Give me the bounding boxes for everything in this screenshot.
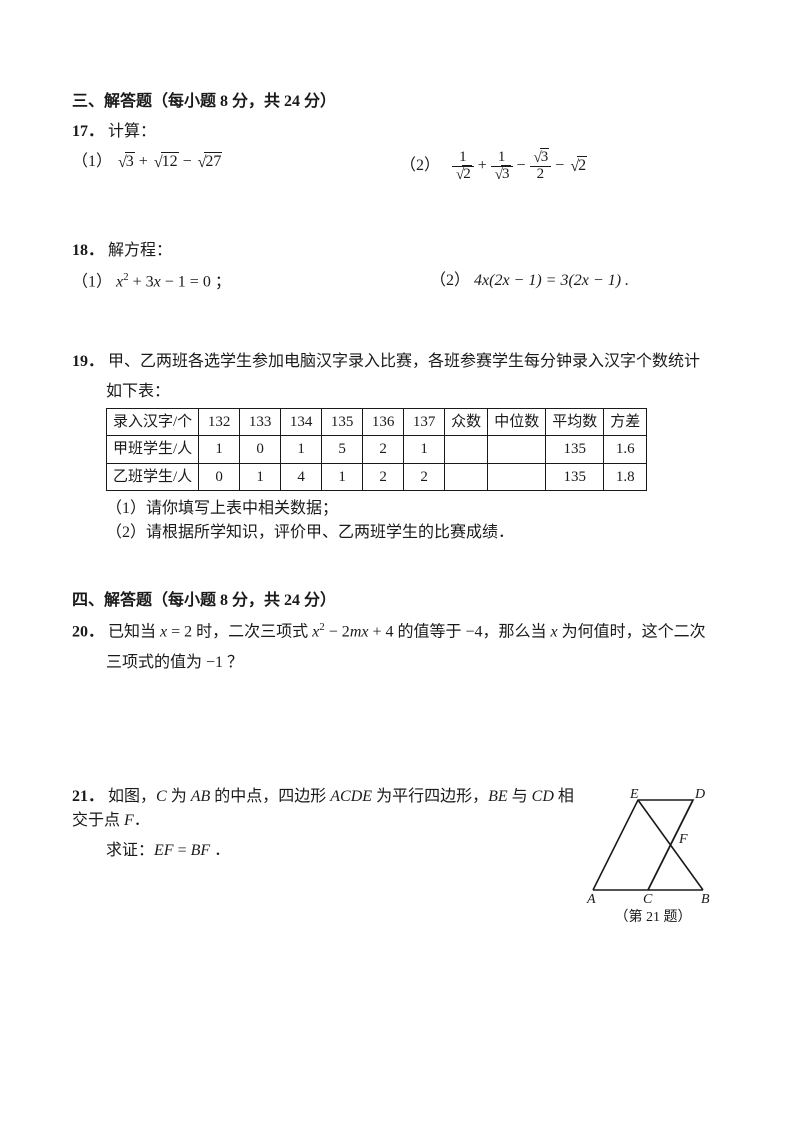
q18-number: 18．	[72, 242, 104, 259]
table-cell	[445, 436, 488, 464]
svg-text:C: C	[643, 892, 653, 905]
frac-3: 3 2	[530, 150, 552, 183]
q21-figure: A C B E D F （第 21 题）	[578, 785, 728, 928]
table-header: 录入汉字/个	[107, 408, 199, 436]
table-header: 136	[363, 408, 404, 436]
q19-number: 19．	[72, 353, 104, 370]
table-header: 132	[199, 408, 240, 436]
q17-part1: （1） 3 + 12 − 27	[72, 150, 400, 183]
table-cell: 1.6	[604, 436, 647, 464]
q17-p1-label: （1）	[72, 153, 112, 170]
table-header: 133	[240, 408, 281, 436]
q18-p2-expr: 4x(2x − 1) = 3(2x − 1) .	[474, 272, 629, 289]
table-cell: 1	[199, 436, 240, 464]
table-row: 甲班学生/人1015211351.6	[107, 436, 647, 464]
frac-2: 1 3	[491, 150, 513, 183]
sqrt-12: 12	[152, 150, 179, 174]
table-row: 乙班学生/人0141221351.8	[107, 463, 647, 491]
row-label: 甲班学生/人	[107, 436, 199, 464]
table-cell: 2	[404, 463, 445, 491]
svg-text:F: F	[678, 832, 688, 847]
q21-caption: （第 21 题）	[578, 907, 728, 928]
svg-text:B: B	[701, 892, 710, 905]
svg-text:E: E	[629, 787, 639, 802]
q19-sub2: （2）请根据所学知识，评价甲、乙两班学生的比赛成绩．	[72, 521, 728, 545]
table-cell: 0	[240, 436, 281, 464]
q19-intro1: 甲、乙两班各选学生参加电脑汉字录入比赛，各班参赛学生每分钟录入汉字个数统计	[108, 353, 700, 370]
question-18: 18． 解方程： （1） x2 + 3x − 1 = 0 ； （2） 4x(2x…	[72, 239, 728, 294]
q20-line2: 三项式的值为 −1 ？	[72, 651, 728, 675]
table-cell: 0	[199, 463, 240, 491]
table-header: 135	[322, 408, 363, 436]
question-21: 21． 如图，C 为 AB 的中点，四边形 ACDE 为平行四边形，BE 与 C…	[72, 785, 728, 928]
table-header: 137	[404, 408, 445, 436]
exam-page: 三、解答题（每小题 8 分，共 24 分） 17． 计算： （1） 3 + 12…	[0, 0, 800, 1024]
table-cell: 2	[363, 436, 404, 464]
table-cell: 1	[240, 463, 281, 491]
q19-intro2: 如下表：	[72, 380, 728, 404]
table-header: 134	[281, 408, 322, 436]
question-17: 17． 计算： （1） 3 + 12 − 27 （2） 1 2 +	[72, 120, 728, 183]
q17-label: 计算：	[108, 123, 156, 140]
q18-part1: （1） x2 + 3x − 1 = 0 ；	[72, 269, 370, 294]
table-cell: 1	[404, 436, 445, 464]
table-cell	[488, 436, 546, 464]
q20-number: 20．	[72, 624, 104, 641]
table-cell: 2	[363, 463, 404, 491]
table-header: 中位数	[488, 408, 546, 436]
table-cell: 135	[546, 463, 604, 491]
table-cell: 4	[281, 463, 322, 491]
table-cell: 1	[281, 436, 322, 464]
section-3-header: 三、解答题（每小题 8 分，共 24 分）	[72, 90, 728, 114]
table-cell	[488, 463, 546, 491]
table-cell: 1.8	[604, 463, 647, 491]
sqrt-27: 27	[196, 150, 223, 174]
frac-1: 1 2	[452, 150, 474, 183]
table-header: 平均数	[546, 408, 604, 436]
q17-part2: （2） 1 2 + 1 3 − 3 2 − 2	[400, 150, 728, 183]
q18-label: 解方程：	[108, 242, 172, 259]
table-cell: 5	[322, 436, 363, 464]
q17-p2-label: （2）	[400, 157, 440, 174]
q18-p1-label: （1）	[72, 273, 112, 290]
q17-number: 17．	[72, 123, 104, 140]
svg-text:A: A	[586, 892, 596, 905]
table-cell: 1	[322, 463, 363, 491]
q19-table: 录入汉字/个132133134135136137众数中位数平均数方差 甲班学生/…	[106, 408, 647, 492]
row-label: 乙班学生/人	[107, 463, 199, 491]
q21-number: 21．	[72, 788, 104, 805]
table-cell	[445, 463, 488, 491]
sqrt-3: 3	[116, 150, 135, 174]
q19-sub1: （1）请你填写上表中相关数据；	[72, 497, 728, 521]
q18-part2: （2） 4x(2x − 1) = 3(2x − 1) .	[370, 269, 728, 294]
q18-p2-label: （2）	[430, 272, 470, 289]
question-19: 19． 甲、乙两班各选学生参加电脑汉字录入比赛，各班参赛学生每分钟录入汉字个数统…	[72, 350, 728, 546]
question-20: 20． 已知当 x = 2 时，二次三项式 x2 − 2mx + 4 的值等于 …	[72, 619, 728, 674]
svg-text:D: D	[694, 787, 705, 802]
section-4-header: 四、解答题（每小题 8 分，共 24 分）	[72, 589, 728, 613]
table-cell: 135	[546, 436, 604, 464]
table-header: 方差	[604, 408, 647, 436]
table-header: 众数	[445, 408, 488, 436]
sqrt-2-tail: 2	[568, 154, 587, 178]
